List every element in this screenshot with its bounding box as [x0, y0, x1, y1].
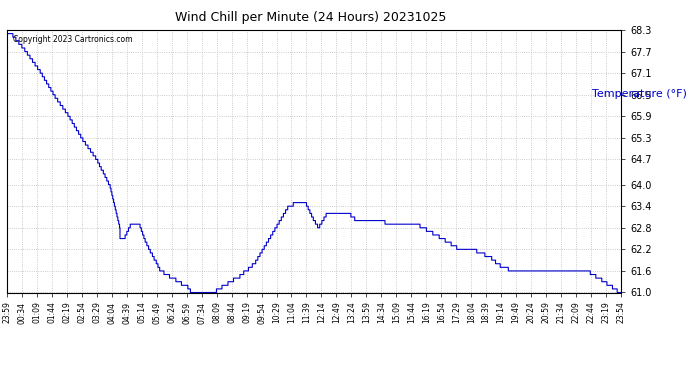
- Text: Wind Chill per Minute (24 Hours) 20231025: Wind Chill per Minute (24 Hours) 2023102…: [175, 11, 446, 24]
- Text: Temperature (°F): Temperature (°F): [591, 89, 687, 99]
- Text: Copyright 2023 Cartronics.com: Copyright 2023 Cartronics.com: [13, 35, 132, 44]
